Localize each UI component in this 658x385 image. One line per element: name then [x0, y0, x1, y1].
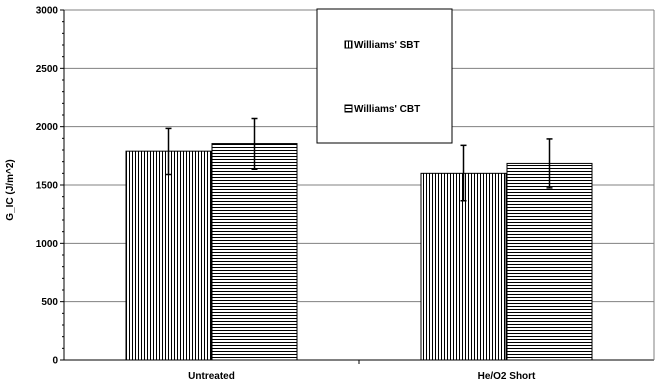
- y-tick-label: 1000: [36, 239, 59, 250]
- bar: [506, 162, 593, 361]
- bar: [211, 143, 298, 361]
- y-tick-label: 500: [41, 297, 58, 308]
- y-tick-label: 3000: [36, 6, 59, 17]
- legend-label-cbt: Williams' CBT: [354, 104, 420, 115]
- y-tick-label: 1500: [36, 181, 59, 192]
- legend-box: [316, 8, 453, 144]
- legend: Williams' SBT Williams' CBT: [316, 8, 453, 144]
- axes: [60, 9, 655, 364]
- x-tick-label: He/O2 Short: [478, 371, 536, 382]
- y-tick-labels: 0 500 1000 1500 2000 2500 3000: [36, 6, 59, 367]
- bars-group: [125, 143, 593, 361]
- y-tick-label: 2500: [36, 64, 59, 75]
- x-tick-label: Untreated: [188, 371, 235, 382]
- legend-swatch-sbt: [344, 40, 353, 49]
- y-tick-label: 2000: [36, 122, 59, 133]
- legend-swatch-cbt: [344, 104, 353, 113]
- y-axis-title: G_IC (J/m^2): [5, 159, 16, 220]
- error-bars-group: [165, 117, 553, 202]
- x-tick-labels: Untreated He/O2 Short: [188, 371, 536, 382]
- y-tick-label: 0: [52, 356, 58, 367]
- legend-label-sbt: Williams' SBT: [354, 40, 420, 51]
- bar: [125, 150, 212, 361]
